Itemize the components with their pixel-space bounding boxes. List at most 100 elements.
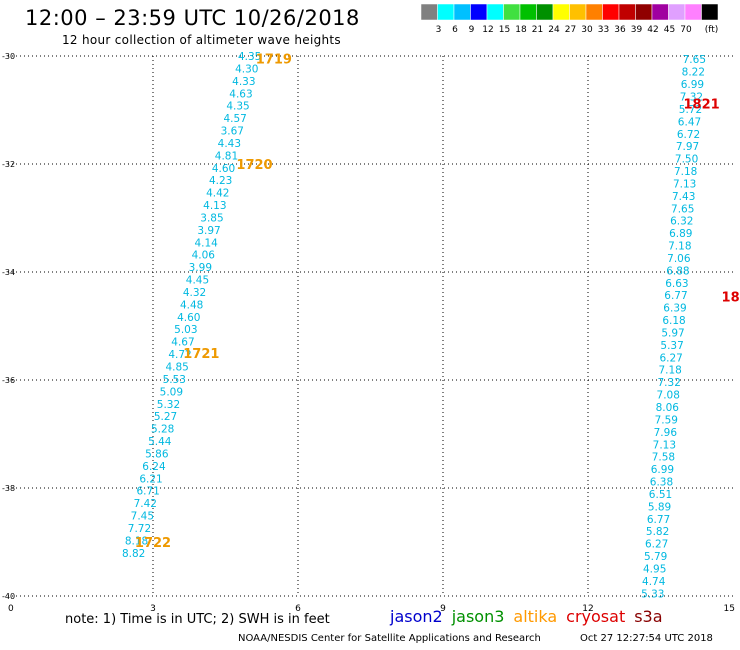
legend-label: 24 bbox=[548, 25, 560, 35]
source-s3a: s3a bbox=[634, 607, 663, 626]
wave-height-point: 7.65 bbox=[683, 54, 706, 66]
legend-label: 42 bbox=[647, 25, 658, 35]
chart-subtitle: 12 hour collection of altimeter wave hei… bbox=[62, 33, 341, 47]
x-tick-label: 3 bbox=[150, 604, 156, 614]
wave-height-point: 4.33 bbox=[232, 76, 255, 88]
wave-height-point: 5.27 bbox=[154, 411, 177, 423]
y-tick-label: -40 bbox=[2, 592, 15, 601]
source-jason2: jason2 bbox=[390, 607, 443, 626]
wave-height-point: 4.60 bbox=[177, 312, 200, 324]
wave-height-point: 6.88 bbox=[666, 265, 689, 277]
wave-height-point: 5.72 bbox=[679, 104, 702, 116]
legend-label: 27 bbox=[565, 25, 576, 35]
wave-height-point: 6.71 bbox=[136, 486, 159, 498]
wave-height-point: 7.97 bbox=[676, 141, 699, 153]
wave-height-point: 7.18 bbox=[668, 241, 691, 253]
wave-height-point: 4.42 bbox=[206, 188, 229, 200]
wave-height-point: 7.32 bbox=[680, 92, 703, 104]
wave-height-point: 6.32 bbox=[670, 216, 693, 228]
y-tick-label: -36 bbox=[2, 376, 15, 385]
legend-label: 36 bbox=[614, 25, 626, 35]
wave-height-point: 8.18 bbox=[125, 535, 148, 547]
wave-height-point: 7.50 bbox=[675, 154, 698, 166]
pass-time-label: 1721 bbox=[183, 347, 219, 362]
y-tick-label: -32 bbox=[2, 160, 15, 169]
wave-height-point: 4.32 bbox=[183, 287, 206, 299]
pass-time-label: 1722 bbox=[135, 536, 171, 551]
wave-height-point: 4.63 bbox=[229, 88, 252, 100]
wave-height-point: 4.60 bbox=[212, 163, 235, 175]
wave-height-point: 4.35 bbox=[226, 101, 249, 113]
legend-label: 6 bbox=[452, 25, 458, 35]
satellite-sources: jason2 jason3 altika cryosat s3a bbox=[390, 607, 672, 626]
wave-height-point: 4.72 bbox=[168, 349, 191, 361]
source-jason3: jason3 bbox=[451, 607, 505, 626]
legend-label: 12 bbox=[482, 25, 493, 35]
wave-height-point: 3.85 bbox=[200, 212, 223, 224]
wave-height-point: 4.48 bbox=[180, 299, 203, 311]
x-tick-label: 0 bbox=[8, 604, 14, 614]
wave-height-point: 8.22 bbox=[682, 67, 705, 79]
wave-height-point: 7.45 bbox=[131, 511, 154, 523]
wave-height-point: 5.09 bbox=[160, 386, 183, 398]
x-tick-label: 15 bbox=[724, 604, 735, 614]
legend-swatch bbox=[701, 4, 719, 21]
wave-height-point: 7.08 bbox=[657, 390, 680, 402]
wave-height-point: 5.37 bbox=[660, 340, 683, 352]
x-tick-label: 9 bbox=[440, 604, 446, 614]
wave-height-point: 6.47 bbox=[678, 116, 701, 128]
wave-height-point: 5.79 bbox=[644, 551, 667, 563]
wave-height-point: 4.57 bbox=[223, 113, 246, 125]
wave-height-point: 8.82 bbox=[122, 548, 145, 560]
wave-height-point: 4.95 bbox=[643, 563, 666, 575]
wave-height-point: 3.67 bbox=[221, 126, 244, 138]
wave-height-point: 4.81 bbox=[215, 150, 238, 162]
wave-height-point: 6.24 bbox=[142, 461, 166, 473]
wave-height-point: 4.43 bbox=[218, 138, 241, 150]
source-altika: altika bbox=[513, 607, 558, 626]
wave-height-point: 6.77 bbox=[664, 290, 687, 302]
wave-height-point: 4.23 bbox=[209, 175, 232, 187]
wave-height-point: 7.43 bbox=[672, 191, 695, 203]
legend-label: 18 bbox=[515, 25, 527, 35]
wave-height-point: 5.89 bbox=[648, 501, 671, 513]
pass-time-label: 1821 bbox=[683, 98, 719, 113]
y-tick-label: -38 bbox=[2, 484, 15, 493]
wave-height-point: 7.18 bbox=[658, 365, 681, 377]
wave-height-point: 6.89 bbox=[669, 228, 692, 240]
wave-height-point: 4.13 bbox=[203, 200, 226, 212]
y-tick-label: -34 bbox=[2, 268, 15, 277]
wave-height-point: 4.35 bbox=[238, 51, 261, 63]
wave-height-point: 4.06 bbox=[192, 250, 216, 262]
wave-height-point: 5.97 bbox=[661, 327, 684, 339]
wave-height-point: 4.14 bbox=[194, 237, 218, 249]
wave-height-point: 7.06 bbox=[667, 253, 691, 265]
wave-height-point: 7.96 bbox=[654, 427, 678, 439]
legend-label: 15 bbox=[499, 25, 510, 35]
wave-height-point: 7.13 bbox=[673, 178, 696, 190]
wave-height-point: 6.18 bbox=[662, 315, 685, 327]
wave-height-point: 3.97 bbox=[197, 225, 220, 237]
wave-height-point: 6.39 bbox=[663, 303, 686, 315]
generated-timestamp: Oct 27 12:27:54 UTC 2018 bbox=[580, 633, 713, 644]
wave-height-point: 4.45 bbox=[186, 275, 209, 287]
chart-title: 12:00 – 23:59 UTC 10/26/2018 bbox=[25, 6, 360, 30]
wave-height-point: 5.33 bbox=[641, 588, 664, 600]
wave-height-point: 6.27 bbox=[645, 539, 668, 551]
wave-height-point: 4.67 bbox=[171, 337, 194, 349]
wave-height-point: 6.27 bbox=[659, 352, 682, 364]
wave-height-point: 7.18 bbox=[674, 166, 697, 178]
wave-height-point: 6.38 bbox=[650, 477, 673, 489]
x-tick-label: 6 bbox=[295, 604, 301, 614]
color-legend: 3 6 9 12 15 18 21 24 27 30 33 36 39 42 45 70 (ft) bbox=[421, 4, 719, 35]
legend-label: 45 bbox=[664, 25, 675, 35]
legend-label: 21 bbox=[532, 25, 543, 35]
pass-time-label: 1719 bbox=[256, 53, 292, 68]
wave-height-point: 6.99 bbox=[651, 464, 674, 476]
wave-height-plot: -30-32-34-36-38-400 3 6 9 12 154.354.304.334.… bbox=[2, 51, 740, 614]
wave-height-point: 7.72 bbox=[128, 523, 151, 535]
y-tick-label: -30 bbox=[2, 52, 15, 61]
wave-height-point: 7.65 bbox=[671, 203, 694, 215]
legend-label: 70 bbox=[680, 25, 692, 35]
wave-height-point: 7.58 bbox=[652, 452, 675, 464]
